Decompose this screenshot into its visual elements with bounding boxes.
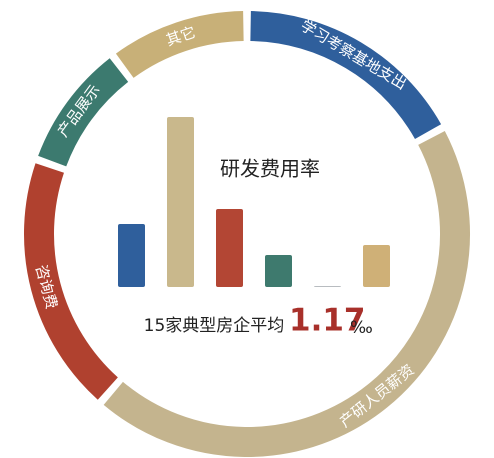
bar [363,245,390,287]
bar [216,209,243,287]
segment-label: 学习考察基地支出 [297,16,409,93]
average-value: 1.17 [289,303,366,339]
ring-segment [250,11,442,140]
annotation: 15家典型房企平均 [144,316,285,336]
chart-title: 研发费用率 [220,157,320,181]
bar [167,117,194,287]
average-unit: ‰ [350,318,373,338]
bar [314,286,341,287]
bar [118,224,145,287]
ring-segment [103,131,470,457]
ring-segment [24,163,118,400]
bar [265,255,292,287]
ring-segment [38,58,129,167]
segment-label: 产研人员薪资 [336,361,417,431]
ring-segment [115,11,244,79]
